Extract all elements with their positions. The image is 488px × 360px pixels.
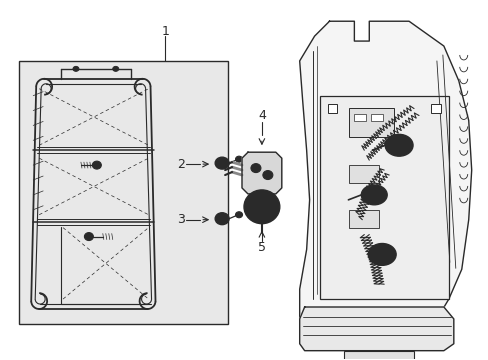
Bar bbox=[344, 351, 413, 360]
Bar bbox=[349, 108, 393, 137]
Bar bbox=[354, 113, 366, 121]
Bar bbox=[430, 104, 440, 113]
Ellipse shape bbox=[235, 156, 242, 162]
Ellipse shape bbox=[235, 212, 242, 218]
Ellipse shape bbox=[366, 189, 381, 201]
Bar bbox=[349, 165, 379, 183]
Text: 5: 5 bbox=[257, 241, 265, 254]
Polygon shape bbox=[242, 152, 281, 194]
Polygon shape bbox=[299, 21, 471, 347]
Ellipse shape bbox=[218, 159, 225, 167]
Ellipse shape bbox=[252, 211, 257, 216]
Ellipse shape bbox=[73, 66, 79, 71]
Ellipse shape bbox=[361, 185, 386, 205]
Text: 4: 4 bbox=[258, 109, 265, 122]
Ellipse shape bbox=[266, 197, 271, 202]
Bar bbox=[19, 61, 227, 324]
Ellipse shape bbox=[385, 134, 412, 156]
Ellipse shape bbox=[253, 199, 269, 214]
Ellipse shape bbox=[215, 213, 228, 225]
Bar bbox=[370, 113, 383, 121]
Ellipse shape bbox=[266, 211, 271, 216]
Text: 2: 2 bbox=[177, 158, 185, 171]
Ellipse shape bbox=[248, 194, 274, 219]
Ellipse shape bbox=[218, 215, 225, 222]
Ellipse shape bbox=[92, 161, 101, 169]
Polygon shape bbox=[299, 307, 453, 351]
Ellipse shape bbox=[84, 233, 93, 240]
Bar bbox=[319, 96, 448, 299]
Ellipse shape bbox=[373, 248, 390, 261]
Ellipse shape bbox=[113, 66, 119, 71]
Ellipse shape bbox=[250, 164, 261, 172]
Bar bbox=[327, 104, 337, 113]
Bar bbox=[349, 210, 379, 228]
Ellipse shape bbox=[244, 190, 279, 224]
Ellipse shape bbox=[390, 139, 407, 152]
Ellipse shape bbox=[215, 157, 228, 169]
Text: 1: 1 bbox=[161, 24, 169, 38]
Text: 3: 3 bbox=[177, 213, 185, 226]
Ellipse shape bbox=[367, 243, 395, 265]
Ellipse shape bbox=[252, 197, 257, 202]
Ellipse shape bbox=[263, 171, 272, 180]
